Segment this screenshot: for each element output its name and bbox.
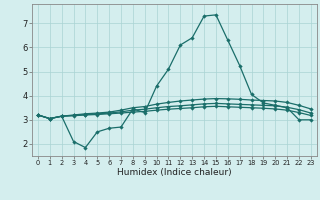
X-axis label: Humidex (Indice chaleur): Humidex (Indice chaleur): [117, 168, 232, 177]
